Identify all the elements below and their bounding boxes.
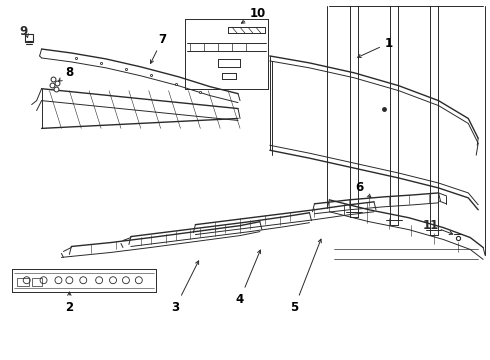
Text: 9: 9 <box>20 24 28 38</box>
Text: 6: 6 <box>355 181 371 197</box>
Text: 4: 4 <box>236 250 261 306</box>
Text: 7: 7 <box>150 33 167 63</box>
Bar <box>32 278 42 286</box>
Text: 8: 8 <box>58 66 74 81</box>
Text: 3: 3 <box>172 261 198 314</box>
Text: 2: 2 <box>65 292 74 314</box>
Bar <box>17 278 29 286</box>
Text: 1: 1 <box>358 37 393 58</box>
Text: 10: 10 <box>242 7 266 23</box>
Text: 5: 5 <box>291 239 321 314</box>
Text: 11: 11 <box>422 219 439 232</box>
